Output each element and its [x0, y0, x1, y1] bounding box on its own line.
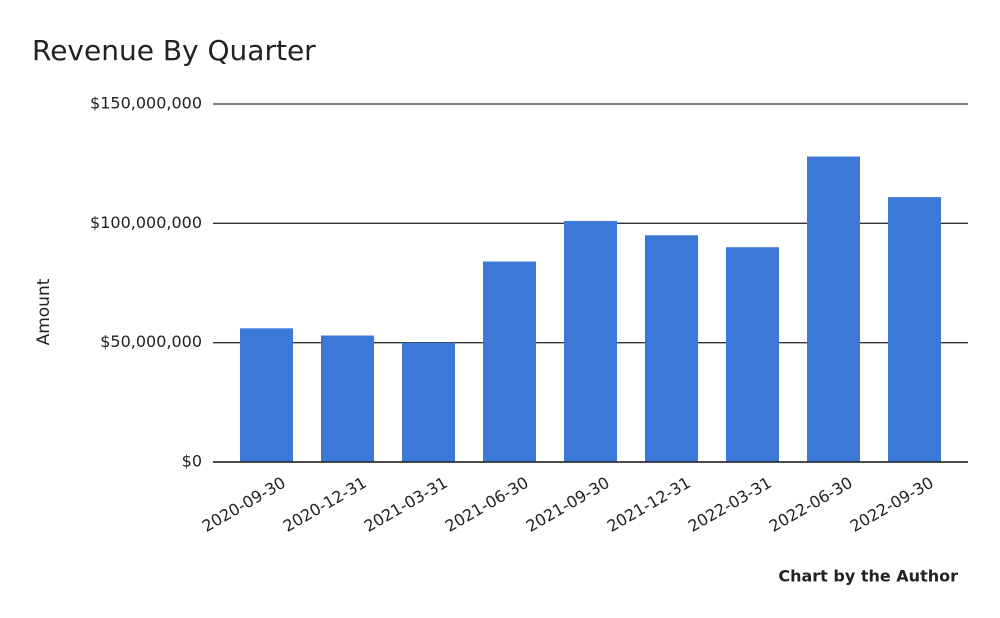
bar — [321, 335, 374, 462]
y-tick-label: $100,000,000 — [90, 213, 202, 232]
x-tick-label: 2022-06-30 — [766, 473, 856, 536]
bar — [807, 156, 860, 463]
bar — [645, 235, 698, 462]
y-axis-label: Amount — [34, 278, 54, 345]
bar — [402, 342, 455, 462]
footnote: Chart by the Author — [778, 567, 958, 586]
bar — [564, 220, 617, 462]
x-tick-label: 2021-12-31 — [604, 473, 694, 536]
x-tick-label: 2022-03-31 — [685, 473, 775, 536]
x-tick-label: 2021-09-30 — [523, 473, 613, 536]
bar — [726, 247, 779, 462]
chart-title: Revenue By Quarter — [32, 34, 316, 67]
y-tick-label: $50,000,000 — [100, 332, 202, 351]
y-tick-label: $150,000,000 — [90, 94, 202, 113]
bar — [888, 197, 941, 462]
x-tick-label: 2020-09-30 — [199, 473, 289, 536]
bar — [240, 328, 293, 462]
x-tick-label: 2021-06-30 — [442, 473, 532, 536]
x-tick-label: 2022-09-30 — [847, 473, 937, 536]
y-tick-label: $0 — [182, 452, 202, 471]
bar — [483, 261, 536, 462]
x-tick-label: 2020-12-31 — [280, 473, 370, 536]
x-tick-label: 2021-03-31 — [361, 473, 451, 536]
